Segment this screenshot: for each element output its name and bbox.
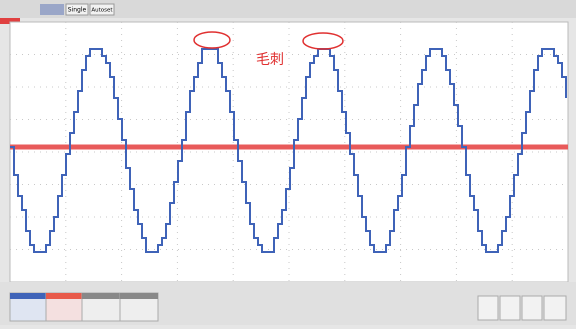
grid — [10, 22, 568, 282]
single-label: Single — [68, 7, 87, 14]
channel-flag — [0, 18, 20, 24]
annotation: 毛刺 — [256, 52, 284, 68]
single-button[interactable] — [65, 3, 89, 16]
channel-b-header — [46, 293, 82, 299]
run-button[interactable] — [40, 4, 64, 15]
channel-a-header — [10, 293, 46, 299]
channel-d-header — [120, 293, 158, 299]
autoset-button[interactable] — [89, 3, 115, 16]
soft-button[interactable] — [543, 295, 567, 321]
toolbar — [0, 0, 576, 18]
channel-c-header — [82, 293, 120, 299]
soft-button[interactable] — [477, 295, 499, 321]
soft-button[interactable] — [521, 295, 543, 321]
waveform — [10, 48, 567, 253]
glitch-circle — [302, 32, 344, 50]
soft-button[interactable] — [499, 295, 521, 321]
glitch-circle — [193, 31, 231, 49]
autoset-label: Autoset — [91, 8, 113, 14]
